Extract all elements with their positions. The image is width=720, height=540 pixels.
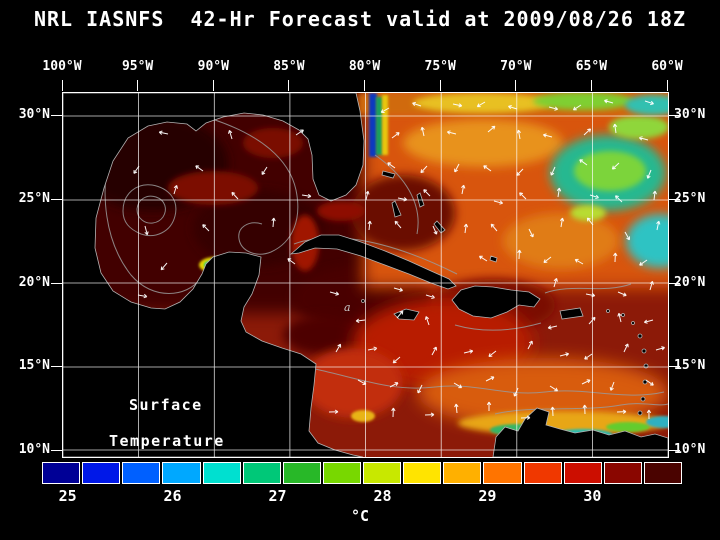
colorbar-segment <box>523 462 562 484</box>
axis-tick <box>669 365 680 367</box>
lon-tick-label: 60°W <box>651 59 683 74</box>
map-caption-line2: Temperature <box>109 432 225 450</box>
colorbar-tick-label: 27 <box>268 487 287 505</box>
lat-tick-label: 25°N <box>674 191 706 206</box>
colorbar <box>42 462 682 484</box>
map-frame: Surface Temperature a <box>62 92 669 458</box>
colorbar-segment <box>363 462 402 484</box>
lat-tick-label: 30°N <box>18 107 50 122</box>
lon-tick-label: 65°W <box>575 59 608 74</box>
lat-tick-label: 15°N <box>674 358 706 373</box>
colorbar-segment <box>603 462 642 484</box>
lat-tick-label: 25°N <box>18 191 50 206</box>
lon-tick-label: 75°W <box>424 59 456 74</box>
map-annotation: a <box>344 301 351 314</box>
colorbar-segment <box>162 462 201 484</box>
colorbar-unit: °C <box>350 507 370 525</box>
lat-tick-label: 10°N <box>18 442 50 457</box>
colorbar-segment <box>322 462 361 484</box>
grid-lines <box>63 93 668 457</box>
colorbar-segment <box>643 462 682 484</box>
lon-tick-label: 85°W <box>273 59 305 74</box>
vector-arrows-path <box>133 99 665 420</box>
colorbar-segment <box>242 462 281 484</box>
colorbar-segment <box>202 462 241 484</box>
colorbar-segment <box>563 462 602 484</box>
axis-tick <box>590 80 592 91</box>
lon-tick-label: 100°W <box>42 59 82 74</box>
lat-tick-label: 10°N <box>674 442 706 457</box>
colorbar-scale-labels: 25 26 27 28 29 30 <box>42 487 682 505</box>
map-caption-line1: Surface <box>129 396 203 414</box>
current-vectors <box>133 99 665 420</box>
lon-tick-label: 95°W <box>121 59 154 74</box>
axis-tick <box>439 80 441 91</box>
axis-tick <box>61 80 63 91</box>
colorbar-segment <box>403 462 442 484</box>
colorbar-segment <box>282 462 321 484</box>
axis-tick <box>51 198 62 200</box>
lat-tick-label: 20°N <box>674 275 706 290</box>
land-bahamas <box>381 170 498 263</box>
axis-tick <box>666 80 668 91</box>
axis-tick <box>669 114 680 116</box>
colorbar-tick-label: 30 <box>583 487 602 505</box>
lon-tick-label: 70°W <box>500 59 532 74</box>
colorbar-tick-label: 25 <box>58 487 77 505</box>
lon-tick-label: 80°W <box>348 59 381 74</box>
lat-tick-label: 30°N <box>674 107 706 122</box>
colorbar-segment <box>483 462 522 484</box>
lat-tick-label: 20°N <box>18 275 50 290</box>
land-cayman <box>361 299 365 303</box>
colorbar-tick-label: 28 <box>373 487 392 505</box>
axis-tick <box>288 80 290 91</box>
forecast-map: Surface Temperature a <box>63 93 668 457</box>
page-title: NRL IASNFS 42-Hr Forecast valid at 2009/… <box>33 7 687 31</box>
axis-tick <box>51 282 62 284</box>
axis-tick <box>364 80 365 91</box>
axis-tick <box>515 80 517 91</box>
land-cuba <box>289 234 457 290</box>
land-south-america <box>492 407 668 457</box>
colorbar-segment <box>443 462 482 484</box>
axis-tick <box>51 114 62 116</box>
colorbar-segment <box>122 462 161 484</box>
colorbar-segment <box>82 462 121 484</box>
land-lesser-antilles <box>606 309 649 416</box>
colorbar-tick-label: 29 <box>478 487 497 505</box>
axis-tick <box>212 80 214 91</box>
lat-tick-label: 15°N <box>18 358 50 373</box>
land-puerto-rico <box>559 307 584 320</box>
axis-tick <box>137 80 139 91</box>
axis-tick <box>669 282 680 284</box>
axis-tick <box>51 449 62 451</box>
axis-tick <box>669 449 680 451</box>
colorbar-segment <box>42 462 81 484</box>
colorbar-tick-label: 26 <box>163 487 182 505</box>
axis-tick <box>669 198 680 200</box>
land-hispaniola <box>451 285 541 319</box>
lon-tick-label: 90°W <box>197 59 229 74</box>
axis-tick <box>51 365 62 367</box>
